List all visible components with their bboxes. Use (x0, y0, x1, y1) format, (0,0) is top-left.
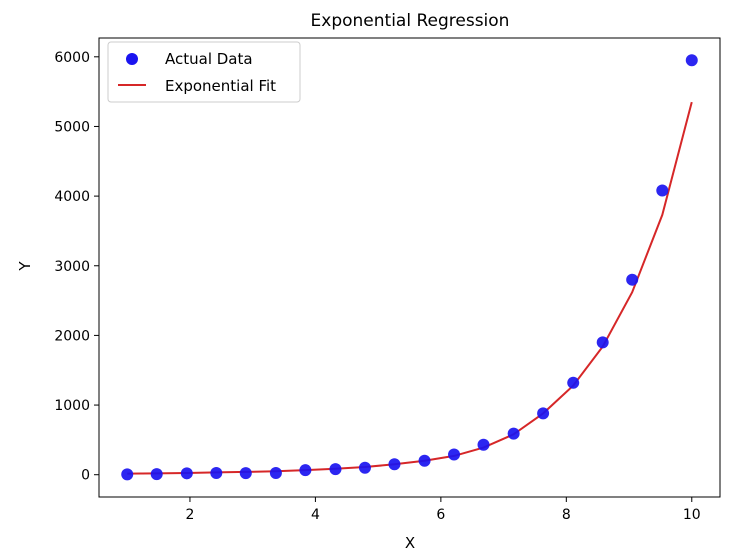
data-point (685, 54, 698, 67)
legend-marker-actual-data (126, 53, 138, 65)
legend-label-exponential-fit: Exponential Fit (165, 77, 276, 95)
y-axis: 0 1000 2000 3000 4000 5000 6000 (54, 50, 99, 484)
data-point (537, 407, 550, 420)
data-point (507, 427, 520, 440)
chart-title: Exponential Regression (311, 11, 510, 31)
data-point (121, 468, 134, 481)
y-tick-label: 2000 (54, 328, 90, 344)
data-point (388, 458, 401, 471)
legend-label-actual-data: Actual Data (165, 50, 253, 68)
y-tick-label: 3000 (54, 259, 90, 275)
data-point (656, 184, 669, 197)
x-tick-label: 2 (185, 507, 194, 523)
legend-box (107, 41, 301, 103)
data-point (239, 467, 252, 480)
data-point (180, 467, 193, 480)
data-point (596, 336, 609, 349)
plot-frame (98, 37, 721, 498)
y-tick-label: 0 (81, 468, 90, 484)
data-point (150, 468, 163, 481)
data-point (329, 463, 342, 476)
y-tick-label: 4000 (54, 189, 90, 205)
x-axis-label: X (405, 534, 415, 552)
data-point (477, 438, 490, 451)
x-tick-label: 10 (683, 507, 701, 523)
x-tick-label: 8 (562, 507, 571, 523)
data-point (448, 448, 461, 461)
y-tick-label: 1000 (54, 398, 90, 414)
plot-border (98, 37, 721, 498)
data-point (299, 464, 312, 477)
data-point (567, 376, 580, 389)
data-point (210, 466, 223, 479)
x-tick-label: 6 (436, 507, 445, 523)
data-point (269, 466, 282, 479)
data-point (358, 461, 371, 474)
x-tick-label: 4 (311, 507, 320, 523)
data-point (626, 273, 639, 286)
y-axis-label: Y (16, 261, 34, 272)
y-tick-label: 6000 (54, 50, 90, 66)
data-point (418, 454, 431, 467)
series-layer (121, 54, 698, 481)
y-tick-label: 5000 (54, 119, 90, 135)
exponential-fit-line (127, 101, 693, 475)
legend: Actual Data Exponential Fit (107, 41, 301, 103)
x-axis: 2 4 6 8 10 (185, 497, 701, 523)
